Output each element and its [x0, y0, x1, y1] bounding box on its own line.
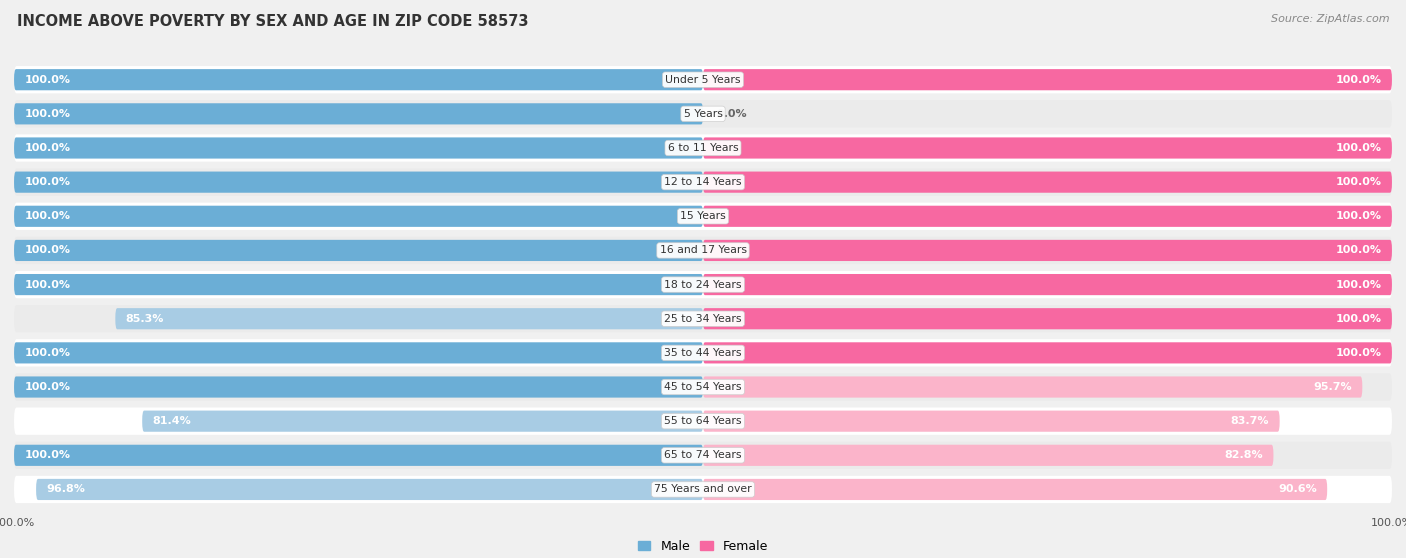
Text: 16 and 17 Years: 16 and 17 Years — [659, 246, 747, 256]
FancyBboxPatch shape — [703, 206, 1392, 227]
FancyBboxPatch shape — [142, 411, 703, 432]
Text: Source: ZipAtlas.com: Source: ZipAtlas.com — [1271, 14, 1389, 24]
Text: 100.0%: 100.0% — [1336, 280, 1382, 290]
Text: 100.0%: 100.0% — [24, 246, 70, 256]
FancyBboxPatch shape — [703, 445, 1274, 466]
Text: 12 to 14 Years: 12 to 14 Years — [664, 177, 742, 187]
Text: 100.0%: 100.0% — [24, 382, 70, 392]
Text: 95.7%: 95.7% — [1313, 382, 1353, 392]
Text: 90.6%: 90.6% — [1278, 484, 1317, 494]
FancyBboxPatch shape — [703, 69, 1392, 90]
FancyBboxPatch shape — [14, 476, 1392, 503]
Text: 100.0%: 100.0% — [24, 348, 70, 358]
Text: 100.0%: 100.0% — [1336, 75, 1382, 85]
Text: 100.0%: 100.0% — [24, 450, 70, 460]
FancyBboxPatch shape — [703, 171, 1392, 193]
Text: 81.4%: 81.4% — [152, 416, 191, 426]
FancyBboxPatch shape — [14, 134, 1392, 162]
FancyBboxPatch shape — [14, 169, 1392, 196]
FancyBboxPatch shape — [14, 100, 1392, 128]
FancyBboxPatch shape — [14, 377, 703, 398]
Text: 25 to 34 Years: 25 to 34 Years — [664, 314, 742, 324]
FancyBboxPatch shape — [14, 342, 703, 363]
FancyBboxPatch shape — [14, 206, 703, 227]
FancyBboxPatch shape — [703, 308, 1392, 329]
Text: 82.8%: 82.8% — [1225, 450, 1263, 460]
FancyBboxPatch shape — [14, 69, 703, 90]
FancyBboxPatch shape — [703, 240, 1392, 261]
FancyBboxPatch shape — [14, 103, 703, 124]
FancyBboxPatch shape — [14, 373, 1392, 401]
Text: 35 to 44 Years: 35 to 44 Years — [664, 348, 742, 358]
FancyBboxPatch shape — [14, 240, 703, 261]
Text: 100.0%: 100.0% — [1336, 143, 1382, 153]
Text: 5 Years: 5 Years — [683, 109, 723, 119]
Text: 18 to 24 Years: 18 to 24 Years — [664, 280, 742, 290]
FancyBboxPatch shape — [14, 271, 1392, 298]
Text: 15 Years: 15 Years — [681, 211, 725, 222]
FancyBboxPatch shape — [14, 407, 1392, 435]
FancyBboxPatch shape — [703, 377, 1362, 398]
Text: 100.0%: 100.0% — [24, 109, 70, 119]
Text: 100.0%: 100.0% — [1336, 177, 1382, 187]
Text: 0.0%: 0.0% — [717, 109, 748, 119]
Text: Under 5 Years: Under 5 Years — [665, 75, 741, 85]
FancyBboxPatch shape — [14, 445, 703, 466]
Text: 100.0%: 100.0% — [1336, 348, 1382, 358]
FancyBboxPatch shape — [703, 479, 1327, 500]
FancyBboxPatch shape — [14, 66, 1392, 93]
Text: 100.0%: 100.0% — [1336, 211, 1382, 222]
Text: 100.0%: 100.0% — [24, 143, 70, 153]
Text: 6 to 11 Years: 6 to 11 Years — [668, 143, 738, 153]
FancyBboxPatch shape — [14, 237, 1392, 264]
Text: 100.0%: 100.0% — [24, 280, 70, 290]
FancyBboxPatch shape — [14, 339, 1392, 367]
FancyBboxPatch shape — [703, 342, 1392, 363]
Text: 100.0%: 100.0% — [24, 211, 70, 222]
FancyBboxPatch shape — [703, 137, 1392, 158]
FancyBboxPatch shape — [14, 441, 1392, 469]
Text: INCOME ABOVE POVERTY BY SEX AND AGE IN ZIP CODE 58573: INCOME ABOVE POVERTY BY SEX AND AGE IN Z… — [17, 14, 529, 29]
Text: 65 to 74 Years: 65 to 74 Years — [664, 450, 742, 460]
Text: 75 Years and over: 75 Years and over — [654, 484, 752, 494]
Text: 85.3%: 85.3% — [125, 314, 165, 324]
FancyBboxPatch shape — [14, 137, 703, 158]
Text: 45 to 54 Years: 45 to 54 Years — [664, 382, 742, 392]
Legend: Male, Female: Male, Female — [638, 540, 768, 553]
Text: 83.7%: 83.7% — [1230, 416, 1270, 426]
FancyBboxPatch shape — [703, 411, 1279, 432]
FancyBboxPatch shape — [14, 305, 1392, 333]
Text: 100.0%: 100.0% — [24, 75, 70, 85]
FancyBboxPatch shape — [703, 274, 1392, 295]
FancyBboxPatch shape — [37, 479, 703, 500]
FancyBboxPatch shape — [14, 274, 703, 295]
FancyBboxPatch shape — [14, 203, 1392, 230]
Text: 55 to 64 Years: 55 to 64 Years — [664, 416, 742, 426]
FancyBboxPatch shape — [14, 171, 703, 193]
Text: 100.0%: 100.0% — [24, 177, 70, 187]
Text: 96.8%: 96.8% — [46, 484, 86, 494]
Text: 100.0%: 100.0% — [1336, 314, 1382, 324]
Text: 100.0%: 100.0% — [1336, 246, 1382, 256]
FancyBboxPatch shape — [115, 308, 703, 329]
